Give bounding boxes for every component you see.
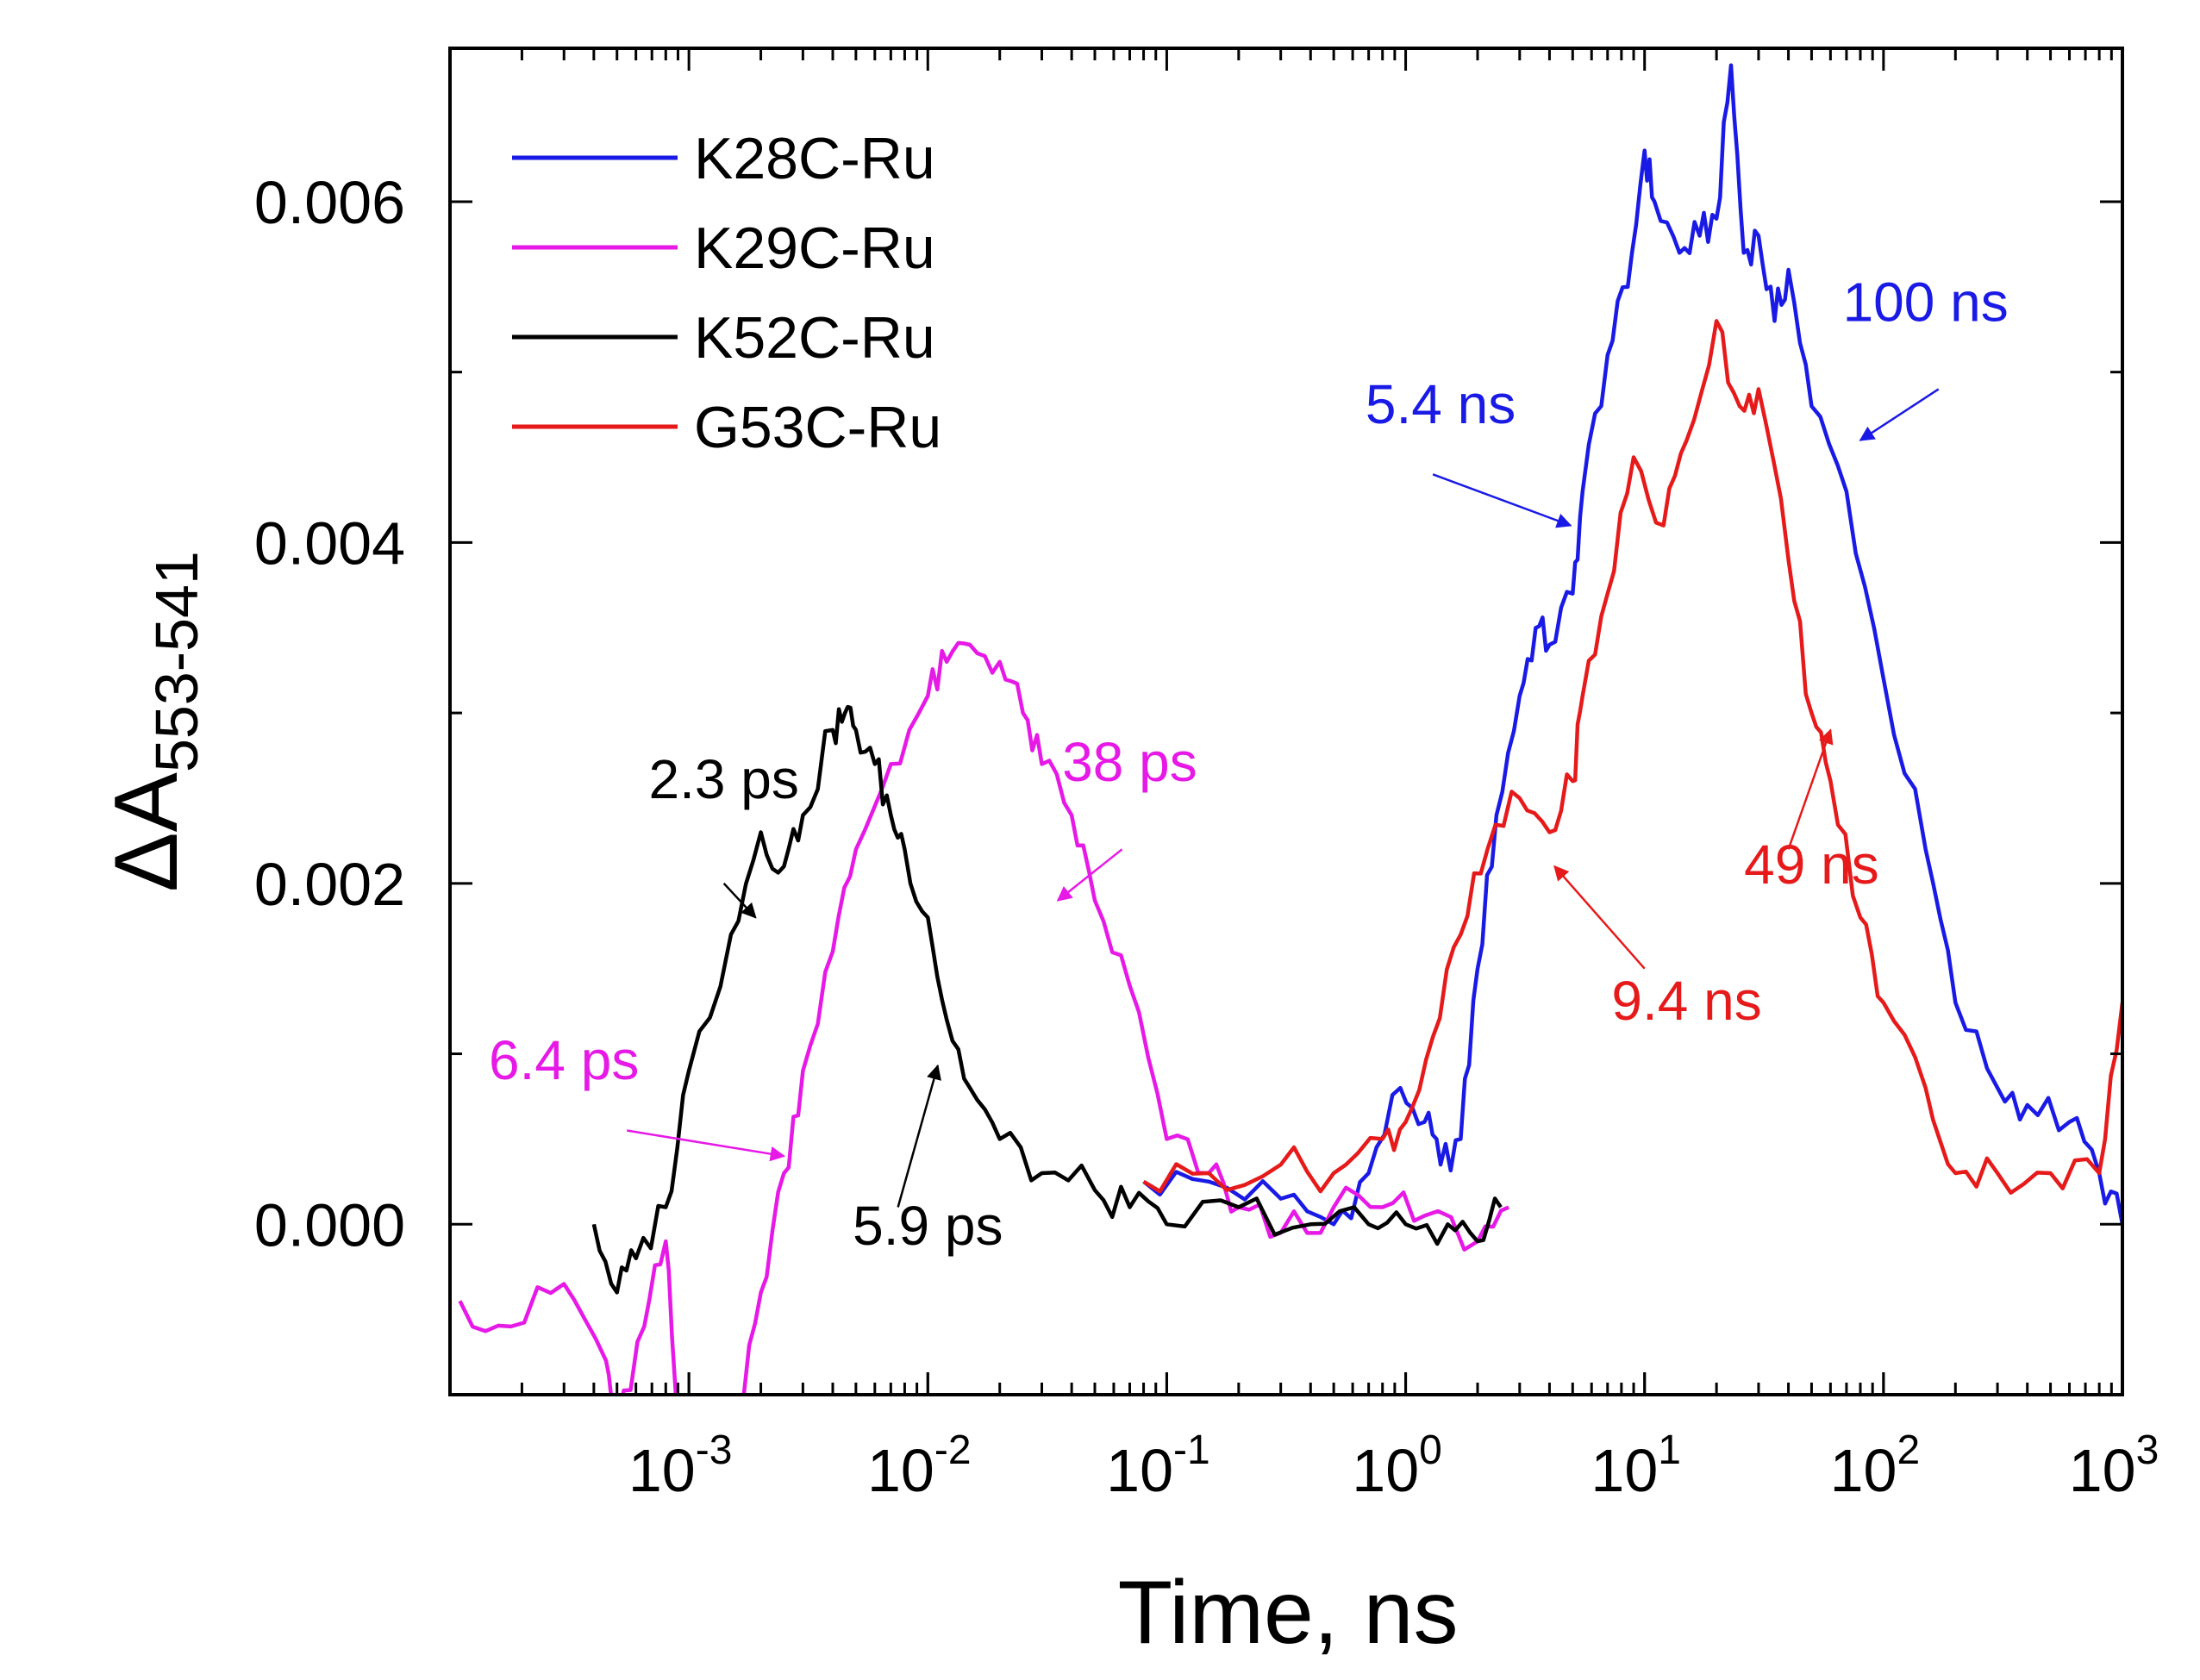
y-tick-label: 0.002 (254, 851, 405, 918)
legend: K28C-Ru K29C-Ru K52C-Ru G53C-Ru (512, 126, 941, 460)
annotation-arrow (1056, 848, 1123, 902)
annotation-label: 9.4 ns (1611, 970, 1761, 1032)
annotation-label: 2.3 ps (648, 748, 798, 810)
annotation-layer: 2.3 ps 6.4 ps 5.9 ps 38 ps 5.4 ns 100 ns 9.4 n… (489, 271, 2009, 1257)
legend-label: G53C-Ru (694, 395, 941, 460)
series-line-k29c-ru (458, 640, 1510, 1395)
tick-layer: 10-3 10-2 10-1 100 101 102 103 0.000 0.002 0.004 0… (254, 48, 2159, 1504)
legend-label: K29C-Ru (694, 215, 935, 281)
svg-text:ΔA553-541: ΔA553-541 (97, 551, 210, 892)
annotation-label: 49 ns (1744, 834, 1879, 896)
x-axis-label: Time, ns (1118, 1563, 1459, 1663)
y-axis-label-main: ΔA (97, 771, 197, 891)
annotation-label: 5.9 ps (853, 1195, 1003, 1257)
annotation-label: 100 ns (1843, 271, 2009, 333)
annotation-arrow (897, 1064, 941, 1208)
x-tick-label: 10-1 (1106, 1427, 1210, 1504)
plot-frame (448, 47, 2124, 1396)
legend-label: K52C-Ru (694, 305, 935, 371)
x-tick-label: 100 (1352, 1427, 1442, 1504)
annotation-arrow (722, 882, 757, 919)
y-tick-label: 0.004 (254, 509, 405, 577)
legend-label: K28C-Ru (694, 126, 935, 191)
annotation-arrow (1859, 388, 1940, 441)
x-tick-label: 10-3 (628, 1427, 733, 1504)
annotation-arrow (1432, 473, 1572, 528)
series-line-k52c-ru (591, 704, 1503, 1295)
x-tick-label: 102 (1830, 1427, 1921, 1504)
annotation-arrow (626, 1129, 786, 1162)
series-line-k28c-ru (1142, 63, 2122, 1227)
y-tick-label: 0.000 (254, 1191, 405, 1258)
y-tick-label: 0.006 (254, 169, 405, 236)
annotation-label: 6.4 ps (489, 1029, 639, 1091)
x-tick-label: 10-2 (867, 1427, 972, 1504)
annotation-arrow (1553, 865, 1646, 970)
annotation-arrow (1787, 728, 1834, 850)
series-layer (458, 63, 2122, 1395)
x-tick-label: 101 (1591, 1427, 1681, 1504)
annotation-label: 38 ps (1062, 731, 1197, 793)
series-line-g53c-ru (1142, 319, 2122, 1196)
annotation-label: 5.4 ns (1366, 373, 1516, 435)
y-axis-label-subscript: 553-541 (143, 551, 210, 772)
x-tick-label: 103 (2069, 1427, 2159, 1504)
y-axis-label: ΔA553-541 (97, 551, 210, 892)
